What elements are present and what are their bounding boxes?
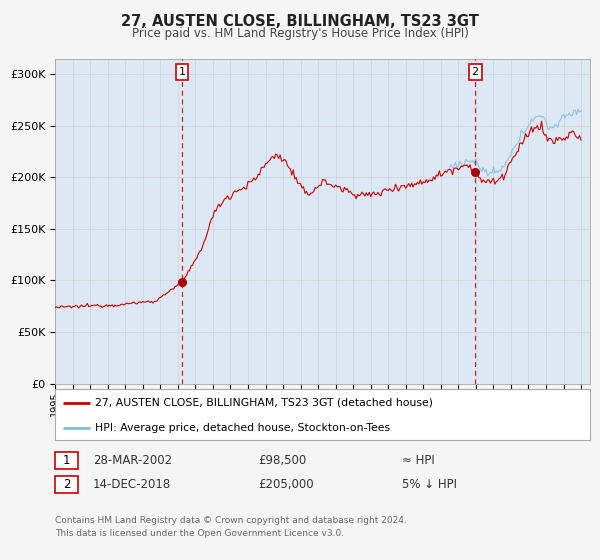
Text: £205,000: £205,000 [258,478,314,491]
Text: 2: 2 [472,67,479,77]
Text: £98,500: £98,500 [258,454,306,467]
Text: This data is licensed under the Open Government Licence v3.0.: This data is licensed under the Open Gov… [55,529,344,538]
Text: 5% ↓ HPI: 5% ↓ HPI [402,478,457,491]
Text: 1: 1 [63,454,70,467]
Text: 2: 2 [63,478,70,491]
Text: HPI: Average price, detached house, Stockton-on-Tees: HPI: Average price, detached house, Stoc… [95,423,391,433]
Text: 28-MAR-2002: 28-MAR-2002 [93,454,172,467]
Text: 14-DEC-2018: 14-DEC-2018 [93,478,171,491]
Text: 27, AUSTEN CLOSE, BILLINGHAM, TS23 3GT (detached house): 27, AUSTEN CLOSE, BILLINGHAM, TS23 3GT (… [95,398,433,408]
Text: Price paid vs. HM Land Registry's House Price Index (HPI): Price paid vs. HM Land Registry's House … [131,27,469,40]
Text: 27, AUSTEN CLOSE, BILLINGHAM, TS23 3GT: 27, AUSTEN CLOSE, BILLINGHAM, TS23 3GT [121,14,479,29]
Text: Contains HM Land Registry data © Crown copyright and database right 2024.: Contains HM Land Registry data © Crown c… [55,516,407,525]
Text: ≈ HPI: ≈ HPI [402,454,435,467]
Text: 1: 1 [178,67,185,77]
